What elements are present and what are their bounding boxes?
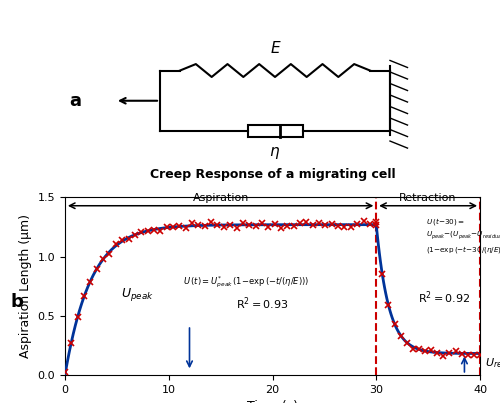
Text: b: b (10, 293, 23, 311)
Text: $U_{residual}$: $U_{residual}$ (485, 356, 500, 370)
Text: Retraction: Retraction (400, 193, 457, 203)
Bar (248, 125, 302, 137)
Text: $U\,(t{-}30){=}$
$U_{peak}{-}(U_{peak}{-}U_{residual})^{*}$
$(1{-}{\rm exp}\,({-: $U\,(t{-}30){=}$ $U_{peak}{-}(U_{peak}{-… (426, 216, 500, 255)
Y-axis label: Aspiration Length (μm): Aspiration Length (μm) (19, 214, 32, 358)
Text: $U\,(t){=}U_{peak}^{*}\,(1{-}{\rm exp}\,({-}t/(\eta/E)))$: $U\,(t){=}U_{peak}^{*}\,(1{-}{\rm exp}\,… (184, 275, 310, 290)
Text: Aspiration: Aspiration (192, 193, 249, 203)
Text: $\rm R^2{=}0.93$: $\rm R^2{=}0.93$ (236, 295, 288, 312)
Text: a: a (69, 92, 81, 110)
Text: $\rm R^2{=}0.92$: $\rm R^2{=}0.92$ (418, 290, 470, 306)
Text: $U_{peak}$: $U_{peak}$ (121, 286, 154, 303)
Text: $\eta$: $\eta$ (270, 145, 280, 161)
Text: E: E (270, 42, 280, 56)
Title: Creep Response of a migrating cell: Creep Response of a migrating cell (150, 168, 396, 181)
X-axis label: Time (s): Time (s) (247, 400, 298, 403)
